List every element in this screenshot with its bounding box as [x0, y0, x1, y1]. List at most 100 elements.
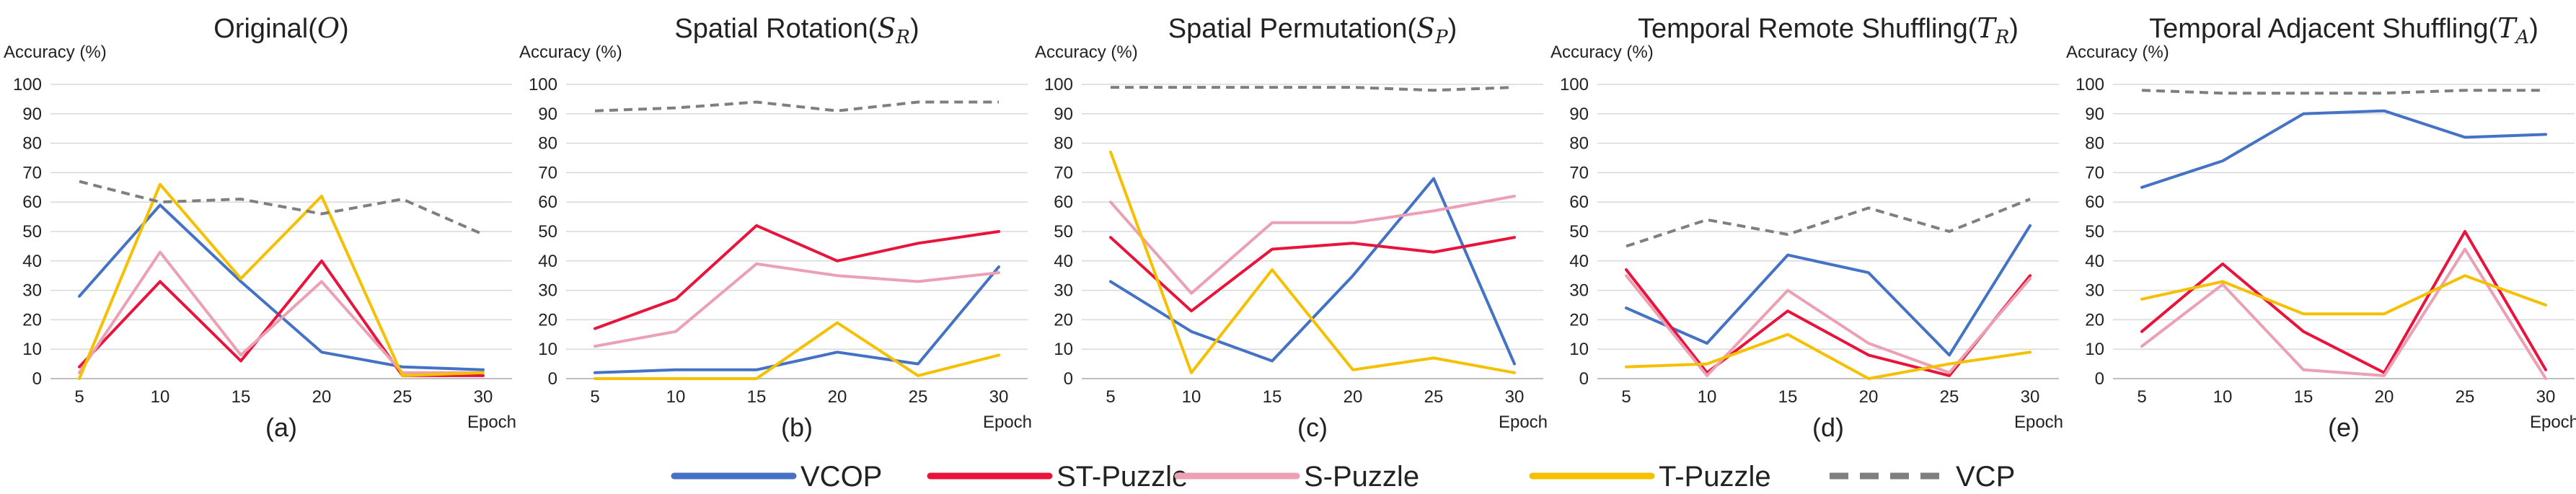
y-tick-label: 70: [1569, 163, 1589, 182]
y-tick-label: 30: [22, 281, 42, 301]
x-tick-label: 5: [1621, 387, 1631, 407]
series-line-s-puzzle: [1625, 274, 2032, 377]
series-line-st-puzzle: [594, 224, 1000, 330]
chart-title-subscript: A: [2514, 27, 2529, 48]
y-axis-label: Accuracy (%): [1035, 43, 1138, 62]
chart-title: Spatial Rotation(SR): [674, 12, 919, 48]
legend-label: VCOP: [800, 461, 882, 493]
x-tick-label: 25: [1424, 387, 1444, 407]
y-tick-label: 70: [22, 163, 42, 182]
series-line-st-puzzle: [2140, 230, 2547, 374]
y-tick-label: 50: [2085, 222, 2104, 242]
y-tick-label: 0: [32, 369, 42, 389]
series-line-vcp: [1626, 198, 2031, 248]
chart-title-symbol: S: [877, 12, 896, 44]
y-tick-label: 0: [1064, 369, 1073, 389]
chart-title-text: Original: [213, 14, 308, 44]
x-tick-label: 10: [1182, 387, 1201, 407]
chart-panel-5: Temporal Adjacent Shuffling(TA)Accuracy …: [2066, 12, 2576, 442]
series-line-s-puzzle: [78, 250, 485, 374]
series-line-s-puzzle: [2140, 247, 2547, 380]
x-tick-label: 20: [312, 387, 332, 407]
x-tick-label: 20: [2375, 387, 2394, 407]
y-tick-label: 50: [1054, 222, 1073, 242]
y-tick-label: 10: [538, 340, 557, 359]
x-axis-label: Epoch: [1499, 413, 1548, 432]
x-tick-label: 25: [909, 387, 928, 407]
series-line-vcop: [1625, 224, 2032, 357]
y-tick-label: 50: [538, 222, 557, 242]
y-axis-label: Accuracy (%): [2066, 43, 2169, 62]
x-tick-label: 20: [828, 387, 847, 407]
x-tick-label: 5: [1106, 387, 1115, 407]
y-tick-label: 10: [1569, 340, 1589, 359]
series-line-t-puzzle: [78, 182, 485, 380]
chart-title: Spatial Permutation(SP): [1168, 12, 1457, 48]
chart-title-symbol: T: [2497, 12, 2518, 44]
y-tick-label: 20: [2085, 310, 2104, 330]
y-tick-label: 10: [2085, 340, 2104, 359]
y-tick-label: 90: [2085, 105, 2104, 124]
x-tick-label: 30: [2021, 387, 2040, 407]
x-tick-label: 20: [1859, 387, 1879, 407]
y-tick-label: 90: [1054, 105, 1073, 124]
panel-label: (d): [1812, 413, 1844, 442]
series-line-t-puzzle: [594, 321, 1000, 380]
y-tick-label: 30: [1569, 281, 1589, 301]
series-line-t-puzzle: [1625, 332, 2032, 380]
legend-item: S-Puzzle: [1174, 461, 1419, 493]
chart-title-text: Temporal Remote Shuffling: [1638, 14, 1968, 44]
chart-title-symbol: S: [1416, 12, 1435, 44]
chart-title-symbol: T: [1977, 12, 1997, 44]
legend: VCOP ST-Puzzle S-Puzzle T-Puzzle VCP: [671, 461, 2015, 493]
chart-panel-3: Spatial Permutation(SP) Accuracy (%) 0 10 20…: [1035, 12, 1548, 442]
y-tick-label: 0: [548, 369, 557, 389]
chart-panel-1: Original(O) Accuracy (%) 0 10 20 30 40 50 60 70 80…: [4, 12, 516, 442]
x-tick-label: 25: [1940, 387, 1959, 407]
series-line-t-puzzle: [1109, 150, 1516, 374]
y-tick-label: 70: [1054, 163, 1073, 182]
y-tick-label: 100: [1044, 75, 1073, 94]
y-tick-label: 40: [22, 252, 42, 271]
y-tick-label: 60: [2085, 193, 2104, 212]
y-tick-label: 10: [1054, 340, 1073, 359]
x-tick-label: 25: [393, 387, 413, 407]
chart-title: Original(O): [213, 12, 348, 44]
x-axis-label: Epoch: [983, 413, 1032, 432]
y-tick-label: 90: [22, 105, 42, 124]
series-line-vcp: [1111, 86, 1515, 92]
y-tick-label: 40: [2085, 252, 2104, 271]
x-tick-label: 20: [1344, 387, 1363, 407]
y-tick-label: 80: [2085, 134, 2104, 154]
series-line-vcp: [2141, 89, 2546, 95]
y-tick-label: 20: [1569, 310, 1589, 330]
y-tick-label: 30: [538, 281, 557, 301]
series-line-st-puzzle: [1109, 236, 1516, 313]
chart-panel-4: Temporal Remote Shuffling(TR)Accuracy (%…: [1551, 12, 2063, 442]
legend-label: T-Puzzle: [1659, 461, 1771, 493]
y-tick-label: 50: [1569, 222, 1589, 242]
legend-item: T-Puzzle: [1529, 461, 1771, 493]
y-tick-label: 80: [22, 134, 42, 154]
x-tick-label: 15: [2294, 387, 2313, 407]
x-tick-label: 15: [1263, 387, 1282, 407]
panel-label: (e): [2328, 413, 2360, 442]
y-tick-label: 20: [538, 310, 557, 330]
y-tick-label: 20: [22, 310, 42, 330]
y-tick-label: 20: [1054, 310, 1073, 330]
y-tick-label: 100: [1560, 75, 1589, 94]
chart-title: Temporal Remote Shuffling(TR): [1638, 12, 2019, 48]
legend-label: S-Puzzle: [1304, 461, 1419, 493]
legend-label: VCP: [1956, 461, 2015, 493]
y-tick-label: 60: [538, 193, 557, 212]
y-tick-label: 30: [1054, 281, 1073, 301]
x-tick-label: 15: [231, 387, 251, 407]
y-tick-label: 100: [13, 75, 42, 94]
y-tick-label: 40: [538, 252, 557, 271]
x-tick-label: 10: [1698, 387, 1717, 407]
y-axis-label: Accuracy (%): [4, 43, 107, 62]
x-axis-label: Epoch: [467, 413, 516, 432]
series-line-vcop: [2140, 109, 2547, 189]
series-line-vcop: [594, 265, 1000, 374]
